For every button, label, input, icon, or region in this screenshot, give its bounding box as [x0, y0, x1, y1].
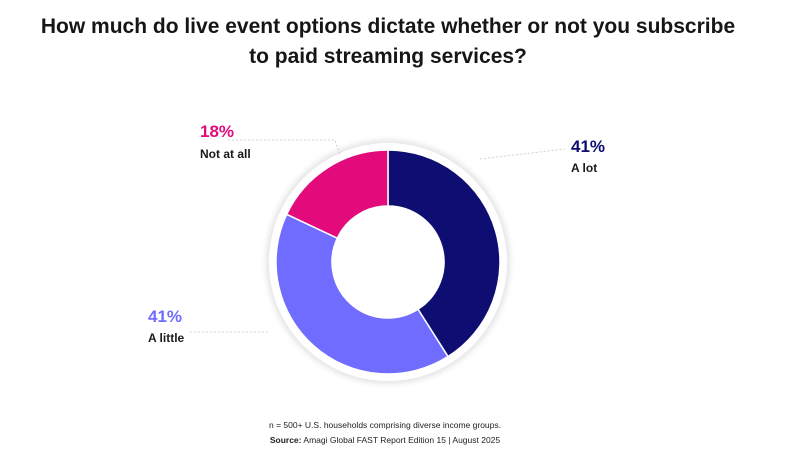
- value-label-not-at-all: 18%: [200, 122, 234, 141]
- category-label-not-at-all: Not at all: [200, 147, 251, 161]
- source-label: Source:: [269, 435, 302, 445]
- donut-slices: [275, 149, 501, 375]
- chart-title-line-2: to paid streaming services?: [249, 45, 527, 68]
- chart-footer: n = 500+ U.S. households comprising dive…: [0, 418, 770, 448]
- donut-hole: [332, 206, 444, 318]
- source-line: Source: Amagi Global FAST Report Edition…: [0, 433, 770, 448]
- value-label-a-little: 41%: [148, 307, 182, 326]
- category-label-a-little: A little: [148, 331, 185, 345]
- value-label-a-lot: 41%: [571, 137, 605, 156]
- source-text: Amagi Global FAST Report Edition 15 | Au…: [303, 435, 501, 445]
- chart-title: How much do live event options dictate w…: [0, 12, 776, 72]
- leader-line-a-lot: [479, 148, 566, 160]
- chart-title-line-1: How much do live event options dictate w…: [40, 15, 736, 38]
- category-label-a-lot: A lot: [571, 161, 597, 175]
- leader-line-not-at-all: [228, 139, 341, 156]
- sample-note: n = 500+ U.S. households comprising dive…: [269, 420, 501, 430]
